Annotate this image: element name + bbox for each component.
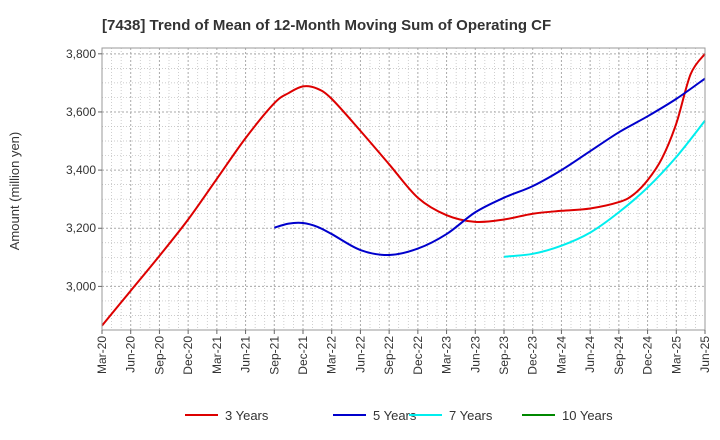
x-tick-label: Mar-23 (440, 336, 454, 374)
x-tick-label: Sep-20 (152, 336, 166, 375)
x-tick-label: Dec-23 (526, 336, 540, 375)
x-tick-label: Sep-23 (497, 336, 511, 375)
x-tick-label: Jun-20 (124, 336, 138, 373)
series-line-7-years (503, 120, 706, 258)
y-axis-ticks: 3,000 3,200 3,400 3,600 3,800 (66, 47, 102, 293)
series-lines (101, 53, 706, 327)
x-tick-label: Dec-20 (181, 336, 195, 375)
x-tick-label: Dec-22 (411, 336, 425, 375)
x-tick-label: Mar-21 (210, 336, 224, 374)
x-tick-label: Mar-24 (554, 336, 568, 374)
legend: 3 Years 5 Years 7 Years 10 Years (185, 408, 613, 423)
series-line-5-years (274, 77, 706, 256)
x-tick-label: Jun-25 (698, 336, 712, 373)
x-tick-label: Sep-21 (267, 336, 281, 375)
legend-label-3-years: 3 Years (225, 408, 269, 423)
y-tick-label: 3,800 (66, 47, 96, 61)
chart-title: [7438] Trend of Mean of 12-Month Moving … (102, 17, 551, 34)
x-tick-label: Sep-22 (382, 336, 396, 375)
plot-frame (101, 47, 706, 331)
y-tick-label: 3,400 (66, 163, 96, 177)
legend-label-7-years: 7 Years (449, 408, 493, 423)
x-axis-ticks: Mar-20 Jun-20 Sep-20 Dec-20 Mar-21 Jun-21 Sep-… (95, 330, 712, 375)
x-tick-label: Mar-25 (669, 336, 683, 374)
legend-label-10-years: 10 Years (562, 408, 613, 423)
x-tick-label: Dec-21 (296, 336, 310, 375)
x-tick-label: Jun-22 (353, 336, 367, 373)
x-tick-label: Jun-23 (468, 336, 482, 373)
x-tick-label: Dec-24 (641, 336, 655, 375)
x-tick-label: Jun-24 (583, 336, 597, 373)
x-tick-label: Mar-20 (95, 336, 109, 374)
y-tick-label: 3,600 (66, 105, 96, 119)
y-axis-label: Amount (million yen) (7, 132, 22, 251)
series-line-3-years (101, 53, 706, 327)
x-tick-label: Mar-22 (325, 336, 339, 374)
y-tick-label: 3,000 (66, 279, 96, 293)
y-tick-label: 3,200 (66, 221, 96, 235)
x-tick-label: Sep-24 (612, 336, 626, 375)
x-tick-label: Jun-21 (239, 336, 253, 373)
plot-area (102, 48, 705, 330)
grid-lines (102, 48, 705, 330)
legend-label-5-years: 5 Years (373, 408, 417, 423)
